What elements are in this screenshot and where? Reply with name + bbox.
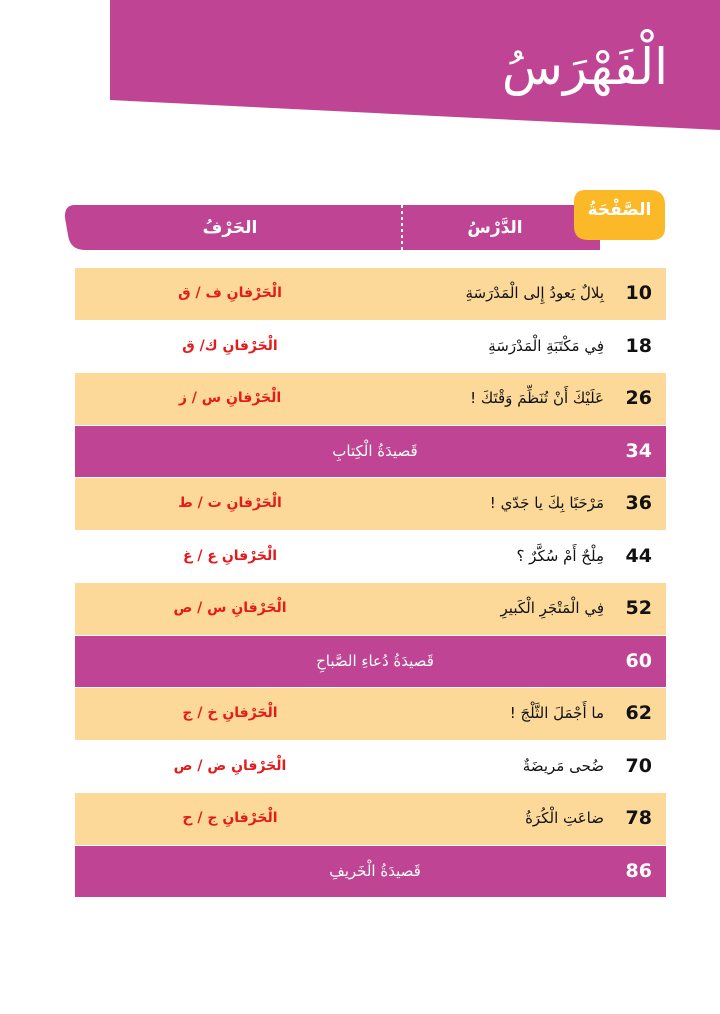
page-number: 86 — [625, 859, 652, 882]
decor — [64, 0, 720, 250]
letters: الْحَرْفانِ ف / ق — [178, 285, 282, 301]
letters: الْحَرْفانِ خ / ج — [182, 705, 278, 721]
table-row: 60 قَصيدَةُ دُعاءِ الصَّباحِ — [75, 635, 666, 687]
lesson-title: ضُحى مَريضَةٌ — [522, 756, 604, 775]
page-tab — [574, 190, 665, 240]
page-number: 18 — [625, 334, 652, 357]
page-number: 34 — [625, 439, 652, 462]
letters: الْحَرْفانِ س / ص — [173, 600, 287, 616]
table-row: 18 فِي مَكْتَبَةِ الْمَدْرَسَةِ الْحَرْفان… — [75, 320, 666, 372]
page-number: 78 — [625, 807, 652, 829]
table-row: 26 عَلَيْكَ أَنْ تُنَظِّمَ وَقْتَكَ ! الْح… — [75, 373, 666, 425]
letters: الْحَرْفانِ ض / ص — [173, 757, 287, 774]
page-number: 70 — [625, 754, 652, 777]
lesson-title: فِي مَكْتَبَةِ الْمَدْرَسَةِ — [488, 336, 604, 355]
table-row: 44 مِلْحٌ أَمْ سُكَّرٌ ؟ الْحَرْفانِ ع / غ — [75, 530, 666, 582]
table-row: 10 بِلالٌ يَعودُ إِلى الْمَدْرَسَةِ الْحَر… — [75, 268, 666, 320]
table-row: 78 ضاعَتِ الْكُرَةُ الْحَرْفانِ ج / ح — [75, 793, 666, 845]
table: 10 بِلالٌ يَعودُ إِلى الْمَدْرَسَةِ الْحَر… — [75, 268, 666, 898]
page-header: الصَّفْحَةُ — [587, 200, 652, 220]
table-row: 86 قَصيدَةُ الْخَريفِ — [75, 845, 666, 897]
lesson-title: ما أَجْمَلَ الثَّلْجَ ! — [509, 704, 604, 722]
table-row: 36 مَرْحَبًا بِكَ يا جَدّي ! الْحَرْفانِ ت… — [75, 478, 666, 530]
table-row: 70 ضُحى مَريضَةٌ الْحَرْفانِ ض / ص — [75, 740, 666, 792]
lesson-title: مَرْحَبًا بِكَ يا جَدّي ! — [489, 494, 604, 512]
letters: الْحَرْفانِ ج / ح — [182, 810, 278, 826]
letter-header: الحَرْفُ — [202, 218, 258, 238]
letters: الْحَرْفانِ ت / ط — [178, 495, 282, 511]
title: الْفَهْرَسُ — [501, 38, 668, 96]
lesson-title: فِي الْمَتْجَرِ الْكَبيرِ — [500, 599, 604, 617]
page-number: 60 — [625, 649, 652, 672]
lesson-title: مِلْحٌ أَمْ سُكَّرٌ ؟ — [516, 546, 604, 565]
letters: الْحَرْفانِ ك/ ق — [182, 337, 278, 354]
page-number: 62 — [625, 702, 652, 724]
table-row: 52 فِي الْمَتْجَرِ الْكَبيرِ الْحَرْفانِ س… — [75, 583, 666, 635]
page-number: 44 — [625, 544, 652, 567]
lesson-title: عَلَيْكَ أَنْ تُنَظِّمَ وَقْتَكَ ! — [470, 389, 604, 407]
page-number: 36 — [625, 492, 652, 514]
lesson-header: الدَّرْسُ — [467, 218, 523, 238]
letters: الْحَرْفانِ ع / غ — [182, 547, 278, 564]
poem-title: قَصيدَةُ الْكِتابِ — [332, 441, 418, 460]
table-row: 62 ما أَجْمَلَ الثَّلْجَ ! الْحَرْفانِ خ /… — [75, 688, 666, 740]
page-number: 52 — [625, 597, 652, 619]
page-number: 26 — [625, 387, 652, 409]
letters: الْحَرْفانِ س / ز — [178, 390, 282, 406]
header-bar — [64, 205, 600, 250]
table-row: 34 قَصيدَةُ الْكِتابِ — [75, 425, 666, 477]
lesson-title: ضاعَتِ الْكُرَةُ — [525, 809, 604, 827]
poem-title: قَصيدَةُ دُعاءِ الصَّباحِ — [316, 651, 434, 670]
lesson-title: بِلالٌ يَعودُ إِلى الْمَدْرَسَةِ — [465, 284, 604, 302]
title-banner — [110, 0, 720, 130]
page-number: 10 — [625, 282, 652, 304]
poem-title: قَصيدَةُ الْخَريفِ — [329, 861, 421, 880]
